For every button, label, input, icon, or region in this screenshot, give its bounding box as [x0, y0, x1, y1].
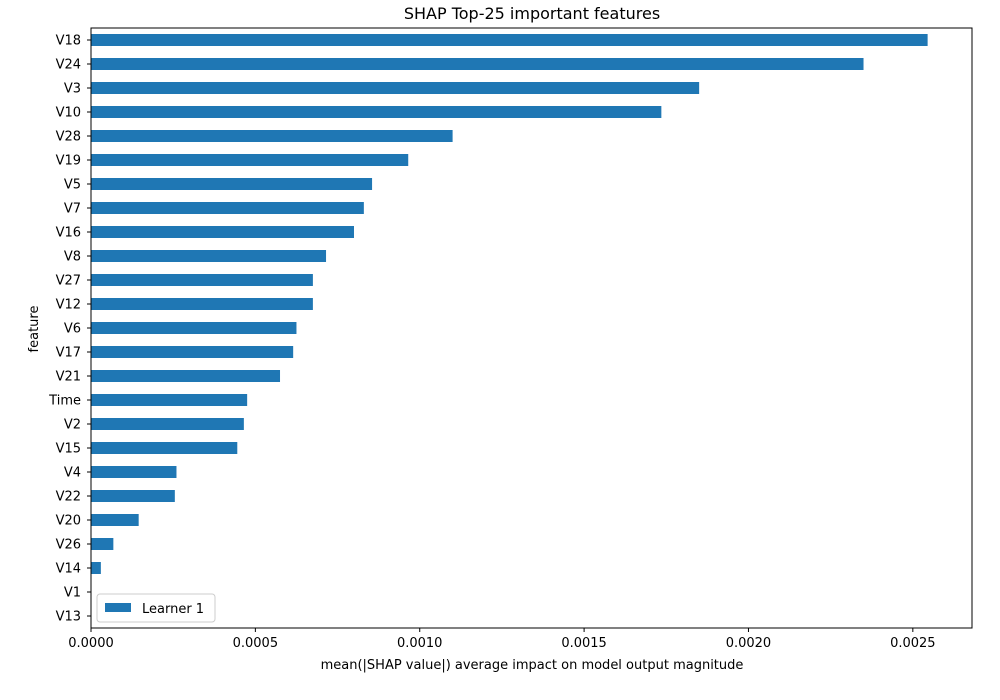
y-tick-label: V7: [64, 202, 81, 217]
y-axis-title: feature: [27, 306, 42, 353]
bar-v12: [91, 298, 313, 310]
y-tick-label: V18: [56, 34, 81, 49]
y-tick-label: V22: [56, 490, 81, 505]
legend-box: [96, 593, 216, 623]
x-tick-label: 0.0025: [890, 636, 936, 651]
bar-v14: [91, 562, 101, 574]
y-tick-label: V21: [56, 370, 81, 385]
bar-v2: [91, 418, 244, 430]
bar-v24: [91, 58, 864, 70]
bar-v8: [91, 250, 327, 262]
y-tick-label: V17: [56, 346, 81, 361]
bar-v18: [91, 34, 928, 46]
bar-v21: [91, 370, 281, 382]
bar-v4: [91, 466, 177, 478]
bar-time: [91, 394, 248, 406]
y-tick-label: V10: [56, 106, 81, 121]
bar-v19: [91, 154, 409, 166]
y-tick-label: V14: [56, 562, 81, 577]
y-tick-label: V28: [56, 130, 81, 145]
x-tick-label: 0.0005: [233, 636, 279, 651]
bars-layer: [91, 34, 928, 574]
bar-v10: [91, 106, 662, 118]
y-tick-label: V4: [64, 466, 81, 481]
x-tick-label: 0.0020: [726, 636, 772, 651]
x-tick-label: 0.0015: [561, 636, 607, 651]
y-tick-label: V8: [64, 250, 81, 265]
y-ticks-layer: V18 V24 V3 V10 V28 V19 V5 V7 V16 V8 V27 V12 V6 V17 V21…: [48, 34, 91, 625]
bar-v26: [91, 538, 114, 550]
bar-v6: [91, 322, 297, 334]
bar-v3: [91, 82, 700, 94]
x-tick-label: 0.0010: [397, 636, 443, 651]
y-tick-label: V24: [56, 58, 81, 73]
y-tick-label: V16: [56, 226, 81, 241]
y-tick-label: V12: [56, 298, 81, 313]
x-ticks-layer: 0.0000 0.0005 0.0010 0.0015 0.0020 0.0025: [68, 628, 936, 651]
x-axis-title: mean(|SHAP value|) average impact on mod…: [321, 658, 744, 673]
y-tick-label: V13: [56, 610, 81, 625]
y-tick-label: Time: [48, 394, 81, 409]
y-tick-label: V1: [64, 586, 81, 601]
y-tick-label: V5: [64, 178, 81, 193]
bar-v7: [91, 202, 364, 214]
y-tick-label: V20: [56, 514, 81, 529]
bar-v17: [91, 346, 294, 358]
bar-v16: [91, 226, 354, 238]
y-tick-label: V3: [64, 82, 81, 97]
bar-v15: [91, 442, 238, 454]
bar-v22: [91, 490, 175, 502]
y-tick-label: V15: [56, 442, 81, 457]
y-tick-label: V19: [56, 154, 81, 169]
legend-swatch: [105, 603, 131, 612]
legend-label: Learner 1: [142, 602, 204, 617]
chart-title: SHAP Top-25 important features: [404, 4, 660, 23]
y-tick-label: V6: [64, 322, 81, 337]
bar-v5: [91, 178, 373, 190]
bar-v27: [91, 274, 313, 286]
y-tick-label: V27: [56, 274, 81, 289]
y-tick-label: V26: [56, 538, 81, 553]
x-tick-label: 0.0000: [68, 636, 114, 651]
legend: Learner 1: [96, 593, 216, 623]
bar-v20: [91, 514, 139, 526]
y-tick-label: V2: [64, 418, 81, 433]
bar-v28: [91, 130, 453, 142]
